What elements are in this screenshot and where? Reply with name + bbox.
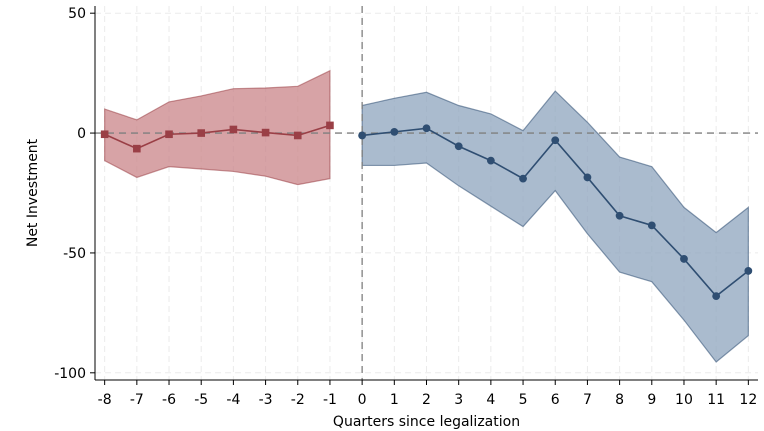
x-tick-label: 12 <box>739 392 757 408</box>
confidence-band-1 <box>104 69 331 186</box>
data-point <box>358 131 367 140</box>
data-point <box>712 292 721 300</box>
data-point <box>133 144 141 153</box>
x-tick-label: 4 <box>486 392 495 408</box>
data-point <box>615 211 624 220</box>
confidence-bands <box>104 69 749 363</box>
axes: -8 -7 -6 -5 -4 -3 -2 -1 0 1 2 3 4 5 6 7 8 9 10 11 12500-50-1… <box>54 6 758 408</box>
data-point <box>454 142 463 151</box>
data-point <box>647 221 656 230</box>
y-axis-title: Net Investment <box>25 138 41 247</box>
x-tick-label: -8 <box>98 392 112 408</box>
y-tick-label: 50 <box>68 6 86 22</box>
x-tick-label: -4 <box>226 392 240 408</box>
data-point <box>293 131 302 140</box>
y-tick-label: 0 <box>77 126 86 142</box>
data-point <box>422 124 431 133</box>
series-line-1 <box>104 124 331 150</box>
x-tick-label: 8 <box>615 392 624 408</box>
data-point <box>229 125 238 134</box>
data-point <box>680 255 688 263</box>
x-tick-label: 1 <box>390 392 399 408</box>
y-tick-label: -50 <box>63 246 86 262</box>
data-point <box>551 136 560 145</box>
x-tick-label: 6 <box>551 392 560 408</box>
y-tick-label: -100 <box>54 366 86 382</box>
data-point <box>165 130 173 139</box>
x-tick-label: 9 <box>647 392 656 408</box>
x-tick-label: -2 <box>291 392 305 408</box>
x-tick-label: 10 <box>675 392 693 408</box>
confidence-band-2 <box>361 90 749 363</box>
data-point <box>100 130 109 139</box>
data-point <box>519 174 527 183</box>
data-point <box>197 129 206 137</box>
data-point <box>486 156 495 165</box>
x-tick-label: -7 <box>130 392 144 408</box>
data-point <box>326 121 334 130</box>
x-tick-label: 0 <box>358 392 367 408</box>
x-tick-label: -1 <box>323 392 337 408</box>
x-tick-label: -6 <box>162 392 176 408</box>
x-tick-label: -3 <box>259 392 273 408</box>
x-tick-label: -5 <box>194 392 208 408</box>
series-markers <box>100 121 753 300</box>
x-axis-title: Quarters since legalization <box>333 414 520 430</box>
x-tick-label: 3 <box>454 392 463 408</box>
data-point <box>583 173 592 182</box>
x-tick-label: 7 <box>583 392 592 408</box>
data-point <box>744 267 753 275</box>
x-tick-label: 2 <box>422 392 431 408</box>
data-point <box>390 127 399 136</box>
data-point <box>261 128 270 137</box>
x-tick-label: 11 <box>707 392 725 408</box>
x-tick-label: 5 <box>519 392 528 408</box>
